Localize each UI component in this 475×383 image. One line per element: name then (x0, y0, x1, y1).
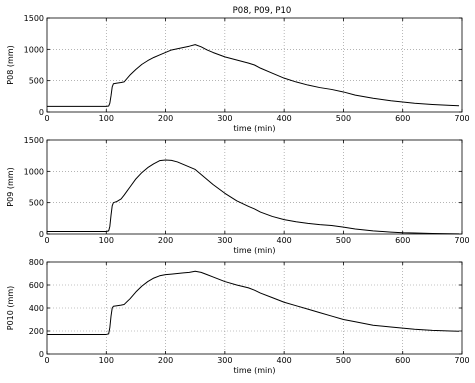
p10-y-tick-label: 600 (29, 281, 44, 290)
p09-panel: 0 100 200 300 400 500 600 700 0 500 1000 1500 time (… (6, 136, 470, 255)
p08-x-tick-label: 400 (277, 114, 292, 123)
p09-x-tick-label: 200 (158, 236, 173, 245)
p10-x-tick-label: 200 (158, 356, 173, 365)
p09-x-tick-label: 700 (454, 236, 469, 245)
p09-plot-area (47, 140, 462, 234)
p08-y-tick-label: 1000 (24, 45, 44, 54)
p09-y-axis-label: P09 (mm) (6, 167, 15, 206)
p10-x-tick-label: 700 (454, 356, 469, 365)
p08-x-tick-label: 200 (158, 114, 173, 123)
p10-y-tick-label: 0 (39, 350, 44, 359)
p08-x-tick-label: 100 (99, 114, 114, 123)
p09-y-tick-label: 1000 (24, 167, 44, 176)
p08-series-line (47, 44, 460, 107)
figure-title: P08, P09, P10 (233, 6, 292, 16)
p09-x-axis-label: time (min) (234, 246, 276, 255)
p09-y-tick-label: 0 (39, 230, 44, 239)
p08-x-tick-label: 500 (336, 114, 351, 123)
p09-y-tick-label: 500 (29, 199, 44, 208)
p09-x-tick-label: 0 (44, 236, 49, 245)
p09-x-tick-label: 300 (217, 236, 232, 245)
p10-y-tick-label: 800 (29, 258, 44, 267)
p10-x-tick-label: 100 (99, 356, 114, 365)
p08-y-tick-label: 0 (39, 108, 44, 117)
p09-series-line (47, 159, 460, 235)
p09-x-tick-label: 600 (395, 236, 410, 245)
p10-x-tick-label: 600 (395, 356, 410, 365)
p09-axes-frame (46, 139, 463, 235)
p08-x-tick-label: 700 (454, 114, 469, 123)
p09-x-tick-label: 400 (277, 236, 292, 245)
p08-y-tick-label: 1500 (24, 14, 44, 23)
p08-x-tick-label: 0 (44, 114, 49, 123)
p09-x-tick-label: 500 (336, 236, 351, 245)
p08-panel: 0 100 200 300 400 500 600 700 0 500 1000 1500 time (… (6, 14, 470, 133)
p10-x-tick-label: 500 (336, 356, 351, 365)
p10-y-tick-label: 400 (29, 304, 44, 313)
p10-x-tick-label: 300 (217, 356, 232, 365)
p09-y-tick-label: 1500 (24, 136, 44, 145)
p10-x-tick-label: 400 (277, 356, 292, 365)
p10-panel: 0 100 200 300 400 500 600 700 0 200 400 600 800 time … (6, 258, 470, 375)
p08-x-axis-label: time (min) (234, 124, 276, 133)
p08-x-tick-label: 600 (395, 114, 410, 123)
p10-y-tick-label: 200 (29, 327, 44, 336)
p10-series-line (47, 270, 460, 335)
p09-x-tick-label: 100 (99, 236, 114, 245)
p08-y-tick-label: 500 (29, 77, 44, 86)
p08-y-axis-label: P08 (mm) (6, 45, 15, 84)
p10-y-axis-label: P010 (mm) (6, 286, 15, 330)
p08-x-tick-label: 300 (217, 114, 232, 123)
p08-axes-frame (46, 17, 463, 113)
p10-x-axis-label: time (min) (234, 366, 276, 375)
p10-x-tick-label: 0 (44, 356, 49, 365)
